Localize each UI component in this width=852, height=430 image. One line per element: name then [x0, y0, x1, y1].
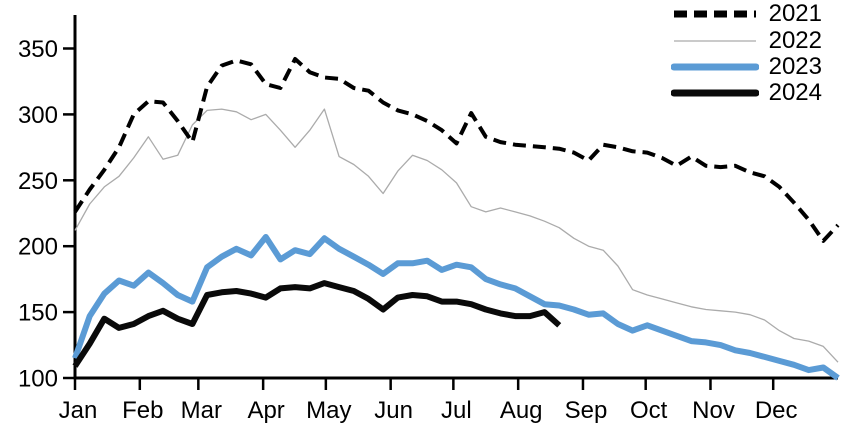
x-tick-label-nov: Nov — [692, 397, 735, 424]
series-line-2021 — [73, 57, 840, 243]
x-tick-label-dec: Dec — [755, 397, 798, 424]
series-line-2022 — [74, 108, 839, 363]
x-tick-label-feb: Feb — [122, 397, 163, 424]
legend-label-2022: 2022 — [768, 26, 822, 54]
legend-item-2023: 2023 — [670, 52, 822, 80]
x-tick-label-aug: Aug — [500, 397, 543, 424]
y-tick-label-150: 150 — [18, 300, 58, 327]
series-line-2024 — [72, 280, 562, 368]
x-tick-label-mar: Mar — [181, 397, 222, 424]
x-tick-label-may: May — [306, 397, 351, 424]
legend-label-2023: 2023 — [768, 52, 822, 80]
series-line-2023 — [72, 234, 840, 381]
y-tick-label-300: 300 — [18, 102, 58, 129]
x-tick-label-jan: Jan — [59, 397, 98, 424]
x-tick-label-jul: Jul — [441, 397, 472, 424]
legend: 2021 2022 2023 2024 — [670, 1, 822, 107]
x-tick-label-sep: Sep — [565, 397, 608, 424]
y-tick-label-100: 100 — [18, 366, 58, 393]
x-tick-label-oct: Oct — [630, 397, 668, 424]
legend-swatch-2023-icon — [670, 63, 759, 71]
y-tick-label-200: 200 — [18, 234, 58, 261]
legend-item-2021: 2021 — [671, 1, 822, 27]
legend-item-2024: 2024 — [670, 79, 822, 107]
x-tick-label-apr: Apr — [247, 397, 284, 424]
x-tick-label-jun: Jun — [374, 397, 413, 424]
legend-swatch-2021-icon — [673, 10, 756, 18]
y-tick-label-350: 350 — [18, 36, 58, 63]
legend-swatch-2022-icon — [673, 39, 756, 42]
legend-item-2022: 2022 — [671, 27, 822, 53]
legend-swatch-2024-icon — [670, 89, 759, 97]
legend-label-2021: 2021 — [768, 0, 822, 28]
legend-label-2024: 2024 — [768, 79, 822, 107]
y-tick-label-250: 250 — [18, 168, 58, 195]
